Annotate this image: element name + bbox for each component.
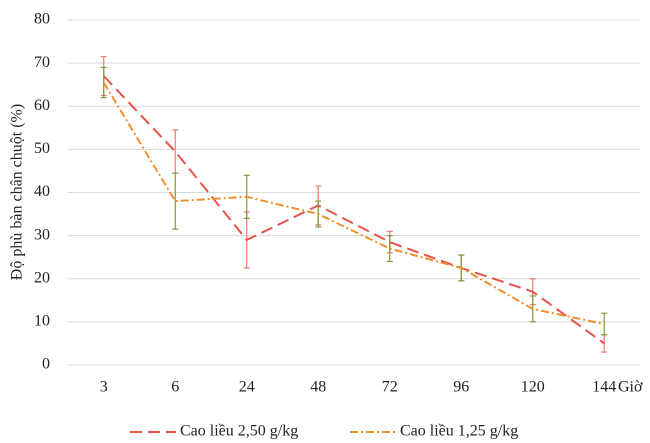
y-tick-label: 70 bbox=[34, 54, 50, 71]
x-tick-label: 3 bbox=[100, 379, 108, 396]
x-tick-label: 96 bbox=[453, 379, 469, 396]
series-line bbox=[103, 75, 605, 345]
x-tick-label: 48 bbox=[310, 379, 326, 396]
y-tick-label: 20 bbox=[34, 269, 50, 286]
y-tick-label: 60 bbox=[34, 97, 50, 114]
y-tick-label: 80 bbox=[34, 11, 50, 28]
x-tick-label: 72 bbox=[382, 379, 398, 396]
series-line bbox=[102, 82, 605, 326]
x-tick-label: 24 bbox=[239, 379, 255, 396]
x-axis-title: Giờ bbox=[618, 379, 643, 396]
x-tick-label: 120 bbox=[521, 379, 545, 396]
x-tick-label: 6 bbox=[171, 379, 179, 396]
legend-label: Cao liều 2,50 g/kg bbox=[180, 423, 298, 440]
y-tick-label: 0 bbox=[42, 356, 50, 373]
legend-label: Cao liều 1,25 g/kg bbox=[400, 423, 518, 440]
y-tick-label: 40 bbox=[34, 183, 50, 200]
y-tick-label: 10 bbox=[34, 313, 50, 330]
y-tick-label: 30 bbox=[34, 226, 50, 243]
y-tick-label: 50 bbox=[34, 140, 50, 157]
y-axis-title: Độ phù bàn chân chuột (%) bbox=[9, 104, 26, 280]
x-tick-label: 144 bbox=[592, 379, 616, 396]
